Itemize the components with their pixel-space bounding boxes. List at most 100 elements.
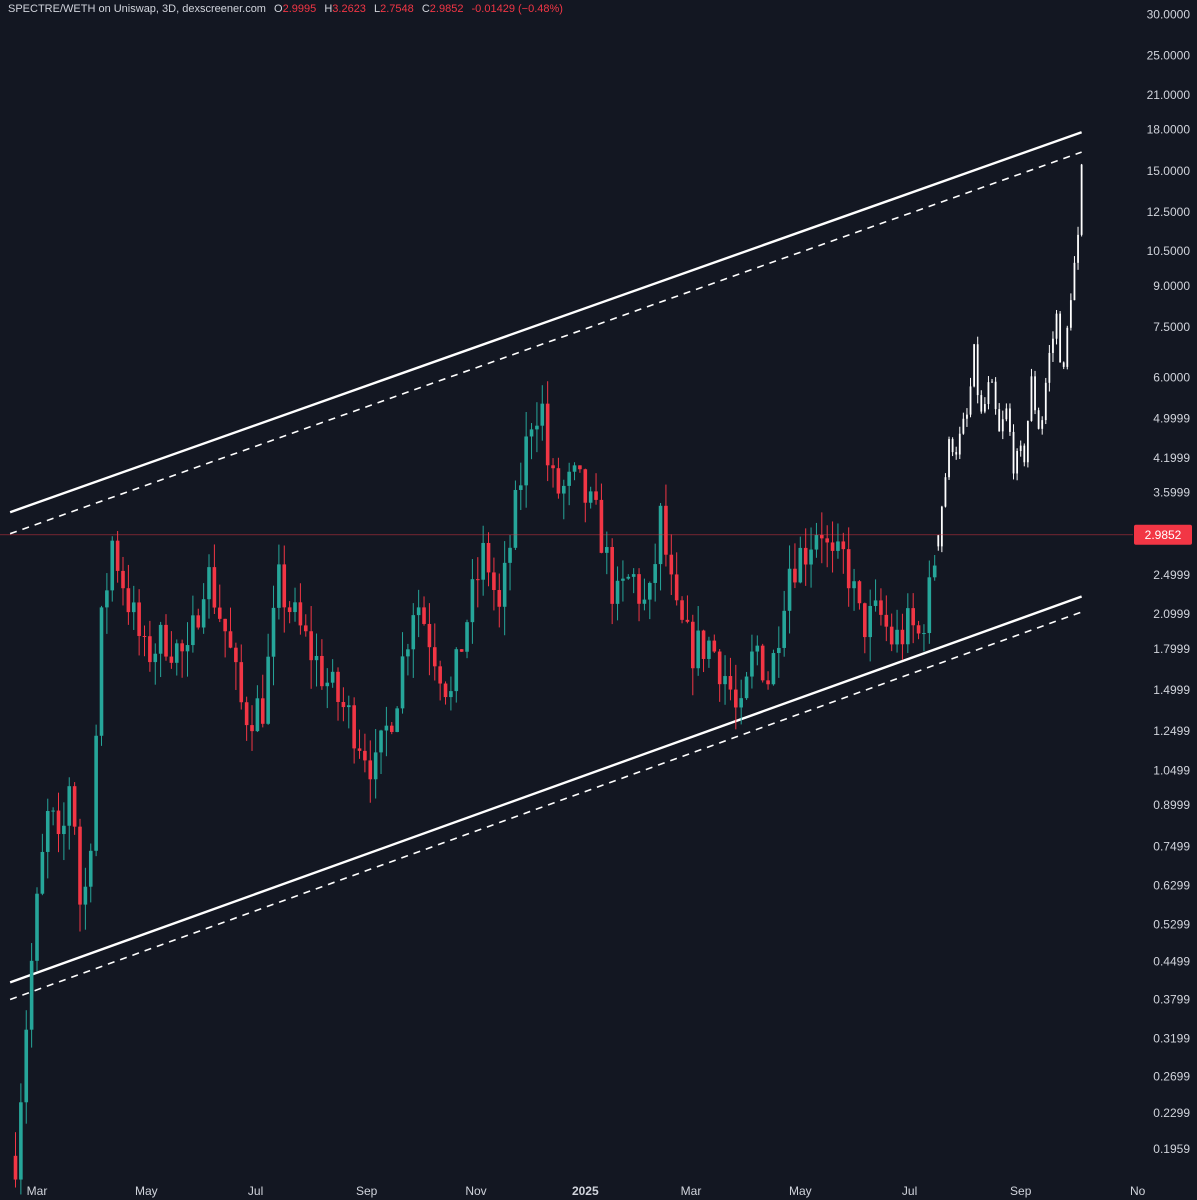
candle-body-46 — [260, 698, 265, 724]
candle-body-121 — [664, 505, 668, 555]
close-label: C — [421, 3, 430, 15]
candle-body-40 — [228, 631, 233, 648]
candle-body-20 — [121, 570, 125, 589]
x-tick-label-4: Nov — [465, 1184, 486, 1198]
candle-body-158 — [863, 603, 867, 638]
candle-body-144 — [787, 568, 792, 611]
candle-body-1 — [19, 1102, 23, 1180]
candle-body-39 — [223, 618, 227, 632]
candle-body-8 — [56, 810, 61, 835]
y-tick-label-0: 30.0000 — [1147, 8, 1191, 22]
candle-body-132 — [723, 676, 727, 685]
y-tick-label-9: 6.0000 — [1153, 370, 1190, 384]
y-tick-label-19: 0.8999 — [1153, 798, 1190, 812]
projection-candle-body-22 — [1016, 451, 1019, 474]
candle-body-74 — [411, 615, 416, 650]
y-tick-label-6: 10.5000 — [1147, 244, 1191, 258]
candle-body-118 — [647, 582, 652, 600]
candle-body-105 — [578, 465, 582, 470]
candle-body-135 — [739, 698, 743, 708]
x-tick-label-7: May — [789, 1184, 812, 1198]
x-tick-label-2: Jul — [248, 1184, 263, 1198]
candle-body-171 — [932, 565, 937, 578]
current-price-marker: 2.9852 — [0, 524, 1192, 545]
projection-candle-body-7 — [962, 418, 965, 434]
projection-candle-body-3 — [948, 439, 950, 478]
candle-body-166 — [906, 608, 910, 645]
candle-body-17 — [105, 590, 109, 608]
high-value: 3.2623 — [332, 3, 366, 15]
y-tick-label-17: 1.2499 — [1153, 724, 1190, 738]
candle-body-156 — [852, 581, 856, 589]
candle-body-85 — [470, 579, 475, 623]
x-axis: Mar May Jul Sep Nov 2025 Mar May Jul Sep No — [27, 1184, 1146, 1198]
candle-body-81 — [449, 691, 453, 698]
projection-candle-body-5 — [955, 452, 958, 455]
candle-body-4 — [35, 893, 39, 961]
candle-body-11 — [72, 786, 77, 827]
candle-body-62 — [346, 705, 351, 708]
candle-body-47 — [266, 656, 270, 724]
y-tick-label-28: 0.1959 — [1153, 1142, 1190, 1156]
x-tick-label-3: Sep — [356, 1184, 378, 1198]
current-price-badge — [1134, 524, 1192, 545]
candle-body-65 — [363, 750, 367, 761]
projection-candle-body-15 — [991, 381, 993, 383]
candle-body-159 — [868, 605, 872, 638]
candle-body-92 — [508, 547, 512, 563]
candle-body-56 — [314, 655, 319, 661]
candle-body-107 — [588, 491, 593, 503]
candle-body-115 — [631, 574, 636, 577]
candle-body-152 — [830, 542, 835, 551]
candle-body-157 — [857, 581, 862, 604]
candle-body-87 — [481, 542, 485, 580]
candle-body-2 — [24, 1029, 29, 1103]
candle-body-102 — [561, 485, 566, 494]
y-tick-label-14: 2.0999 — [1153, 607, 1190, 621]
candle-body-101 — [556, 468, 561, 494]
close-value: 2.9852 — [429, 3, 464, 15]
projection-candle-body-23 — [1019, 445, 1022, 452]
candle-body-76 — [422, 607, 426, 624]
candle-body-23 — [137, 602, 141, 636]
channel-lines — [9, 131, 1083, 1001]
candle-body-140 — [766, 680, 770, 685]
candle-body-163 — [889, 626, 894, 645]
candle-body-113 — [621, 578, 625, 581]
candle-body-122 — [669, 554, 674, 575]
candle-body-55 — [309, 631, 313, 661]
y-tick-label-24: 0.3799 — [1153, 993, 1190, 1007]
candle-body-99 — [545, 403, 550, 466]
candle-body-68 — [379, 730, 383, 753]
candle-body-146 — [798, 547, 803, 583]
candle-body-100 — [551, 465, 555, 469]
candle-body-150 — [820, 535, 824, 539]
projection-candle-body-25 — [1026, 420, 1029, 463]
candle-body-149 — [814, 535, 819, 550]
candle-body-162 — [884, 614, 889, 627]
chart-legend: SPECTRE/WETH on Uniswap, 3D, dexscreener… — [8, 3, 563, 15]
lower-channel-line — [9, 595, 1083, 984]
candle-body-111 — [610, 547, 614, 604]
candle-body-164 — [895, 629, 899, 645]
candle-body-89 — [492, 572, 496, 591]
y-tick-label-8: 7.5000 — [1153, 320, 1190, 334]
candle-body-41 — [234, 647, 238, 663]
candle-body-67 — [373, 752, 378, 780]
candle-body-70 — [389, 725, 394, 732]
candle-body-78 — [432, 647, 437, 667]
projection-candle-body-19 — [1005, 408, 1008, 420]
y-tick-label-2: 21.0000 — [1147, 88, 1191, 102]
projection-candle-body-38 — [1073, 262, 1076, 301]
candle-body-97 — [535, 425, 539, 430]
candle-body-3 — [29, 960, 34, 1030]
candle-body-16 — [99, 607, 104, 736]
y-tick-label-10: 4.9999 — [1153, 412, 1190, 426]
candle-body-54 — [303, 625, 308, 632]
projection-candle-body-26 — [1030, 376, 1033, 421]
candle-body-136 — [744, 676, 749, 699]
candle-body-160 — [873, 600, 878, 606]
candle-body-22 — [131, 602, 136, 613]
